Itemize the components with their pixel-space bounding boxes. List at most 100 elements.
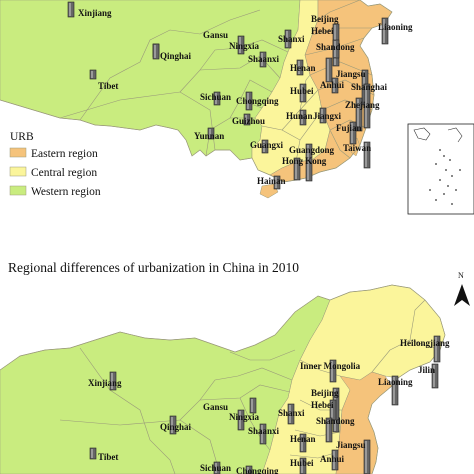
p2-bar-hubei [299, 457, 307, 474]
panel-2-title: Regional differences of urbanization in … [8, 260, 299, 275]
p1-label-jiangsu: Jiangsu [336, 69, 366, 79]
p1-label-hong-kong: Hong Kong [282, 156, 327, 166]
p2-label-sichuan: Sichuan [200, 463, 231, 473]
p1-bar-sichuan [213, 91, 221, 106]
inset-island-dot [459, 169, 461, 171]
inset-island-dot [435, 163, 437, 165]
p1-label-guangdong: Guangdong [289, 145, 335, 155]
p2-bar-liaoning [391, 375, 399, 406]
p1-label-guizhou: Guizhou [232, 116, 265, 126]
p1-label-tibet: Tibet [98, 81, 118, 91]
panel-2-bars [89, 335, 441, 474]
p2-bar-xinjiang [109, 371, 117, 391]
panel-2-coastline [0, 284, 446, 474]
p1-bar-yunnan [207, 127, 215, 140]
panel-1-coastline [0, 0, 393, 183]
panel-2-labels: Inner Mongolia Heilongjiang Jilin Xinjia… [88, 338, 450, 474]
inset-island-dot [447, 185, 449, 187]
p2-label-qinghai: Qinghai [160, 422, 192, 432]
p2-label-tibet: Tibet [98, 452, 118, 462]
legend-swatch-central [9, 166, 27, 177]
p2-bar-gansu [249, 397, 257, 414]
p2-label-heilongjiang: Heilongjiang [400, 338, 450, 348]
p2-label-jilin: Jilin [418, 365, 435, 375]
p1-bar-shandong [325, 57, 333, 83]
p1-bar-fujian [349, 121, 357, 145]
p1-bar-liaoning [381, 17, 389, 45]
p2-label-chongqing: Chongqing [236, 466, 279, 474]
legend-swatch-western [9, 185, 27, 196]
p1-bar-guizhou [243, 113, 251, 126]
p1-bar-jiangxi [319, 107, 327, 124]
p2-label-liaoning: Liaoning [378, 377, 413, 387]
panel-1-map: URB Eastern region Central region Wester… [0, 0, 474, 215]
p2-label-inner-mongolia: Inner Mongolia [300, 361, 361, 371]
p2-label-beijing: Beijing [311, 388, 339, 398]
p2-label-hebei: Hebei [311, 400, 334, 410]
p1-bar-shanghai [363, 83, 371, 129]
p2-bar-chongqing [245, 465, 253, 474]
p1-label-hunan: Hunan [286, 111, 313, 121]
panel-2-province-borders [59, 299, 441, 474]
p1-bar-anhui [331, 77, 339, 94]
p2-bar-ningxia [237, 409, 245, 431]
p1-bar-guangxi [261, 139, 269, 154]
inset-island-dot [435, 199, 437, 201]
inset-island-dot [443, 155, 445, 157]
legend-title: URB [10, 131, 34, 143]
p1-label-taiwan: Taiwan [343, 143, 371, 153]
p1-label-beijing: Beijing [311, 14, 339, 24]
panel-1-hainan-island [259, 183, 279, 199]
p1-bar-qinghai [152, 43, 160, 60]
panel-1-labels: Xinjiang Gansu Qinghai Ningxia Shanxi Be… [78, 8, 413, 186]
inset-island-dot [445, 169, 447, 171]
p2-bar-jiangsu [363, 439, 371, 474]
inset-islands [429, 149, 461, 205]
p1-bar-hubei [299, 83, 307, 103]
p1-bar-hebei [332, 39, 340, 59]
inset-island-dot [451, 175, 453, 177]
p2-bar-shaanxi [259, 423, 267, 445]
p1-label-hubei: Hubei [290, 86, 314, 96]
p2-bar-tibet [89, 447, 97, 460]
p2-bar-shandong [325, 417, 333, 443]
inset-island-dot [429, 189, 431, 191]
inset-coast [413, 127, 431, 141]
south-china-sea-inset [407, 123, 474, 215]
inset-island-dot [455, 189, 457, 191]
p1-label-guangxi: Guangxi [250, 140, 284, 150]
p1-bar-taiwan [363, 141, 371, 169]
inset-island-dot [451, 203, 453, 205]
p2-label-ningxia: Ningxia [229, 412, 260, 422]
p1-label-hebei: Hebei [311, 26, 334, 36]
p1-bar-hainan [273, 175, 281, 190]
p1-bar-shanxi [284, 29, 292, 49]
p1-bar-chongqing [245, 91, 253, 111]
p1-label-xinjiang: Xinjiang [78, 8, 112, 18]
p2-label-xinjiang: Xinjiang [88, 378, 122, 388]
p1-label-liaoning: Liaoning [378, 22, 413, 32]
p2-label-hubei: Hubei [290, 458, 314, 468]
p1-label-hainan: Hainan [257, 176, 286, 186]
legend-label-western: Western region [31, 186, 101, 198]
p2-label-shaanxi: Shaanxi [248, 426, 280, 436]
p1-bar-xinjiang [67, 1, 75, 18]
p2-bar-hebei [329, 399, 337, 421]
p1-label-henan: Henan [290, 63, 316, 73]
p1-bar-ningxia [237, 35, 245, 55]
p2-bar-jilin [431, 363, 439, 389]
p1-bar-henan [296, 59, 304, 76]
inset-island-dot [449, 159, 451, 161]
p1-label-jiangxi: Jiangxi [313, 111, 342, 121]
p1-label-shandong: Shandong [316, 42, 355, 52]
north-label: N [458, 271, 464, 280]
p2-label-jiangsu: Jiangsu [336, 440, 366, 450]
p1-bar-zhejiang [355, 97, 363, 132]
inset-frame [407, 123, 474, 215]
p1-label-anhui: Anhui [320, 80, 345, 90]
p2-bar-anhui [331, 449, 339, 471]
p1-label-zhejiang: Zhejiang [345, 100, 380, 110]
p1-label-qinghai: Qinghai [160, 51, 192, 61]
p2-label-gansu: Gansu [203, 402, 228, 412]
legend-swatch-eastern [9, 147, 27, 158]
